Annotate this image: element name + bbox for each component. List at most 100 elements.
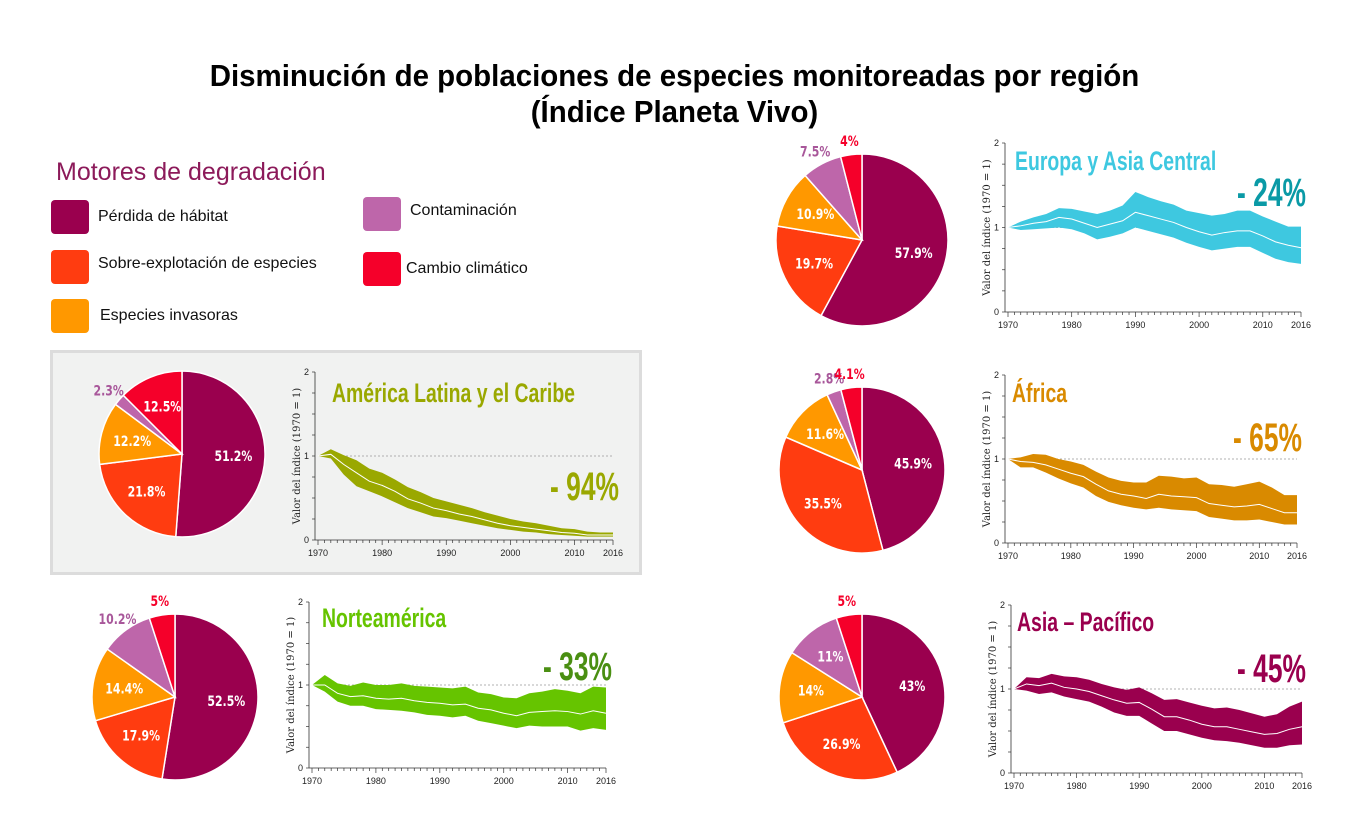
x-tick-label: 1980	[372, 548, 392, 558]
y-tick-label: 0	[1000, 768, 1005, 778]
pie-label: 57.9%	[895, 245, 933, 262]
legend-label: Sobre-explotación de especies	[98, 255, 317, 272]
pie-label: 43%	[899, 677, 925, 694]
pie-slice	[122, 370, 183, 456]
pie-label: 2.8%	[814, 370, 845, 387]
legend-label: Cambio climático	[406, 260, 528, 277]
pie-label: 17.9%	[122, 727, 160, 744]
x-tick-label: 1980	[1061, 551, 1081, 561]
y-tick-label: 1	[994, 223, 999, 233]
y-tick-label: 2	[298, 597, 303, 607]
x-tick-label: 1990	[436, 548, 456, 558]
x-tick-label: 2016	[1292, 781, 1312, 791]
y-tick-label: 1	[304, 451, 309, 461]
pie-label: 12.5%	[143, 398, 181, 415]
mean-line	[312, 684, 607, 717]
legend-item-invasoras: Especies invasoras	[51, 299, 238, 333]
y-axis-label: Valor del índice (1970 = 1)	[292, 388, 303, 526]
confidence-band	[1008, 192, 1301, 264]
x-tick-label: 2016	[1291, 320, 1311, 330]
x-tick-label: 2000	[494, 776, 514, 786]
pie-label: 45.9%	[894, 455, 932, 472]
legend-label: Contaminación	[410, 202, 517, 219]
confidence-band	[312, 675, 606, 731]
pie-label: 12.2%	[113, 433, 151, 450]
pie-slice	[820, 153, 949, 327]
pie-slice	[861, 613, 946, 774]
mean-line	[1013, 682, 1303, 735]
change-value: - 94%	[550, 465, 619, 510]
x-tick-label: 2016	[1287, 551, 1307, 561]
mean-line	[317, 453, 613, 536]
y-axis-label: Valor del índice (1970 = 1)	[286, 617, 297, 755]
region-title: Europa y Asia Central	[1015, 146, 1216, 176]
x-tick-label: 2000	[1186, 551, 1206, 561]
y-axis-label: Valor del índice (1970 = 1)	[982, 391, 993, 529]
pie-slice	[98, 403, 184, 466]
y-tick-label: 2	[994, 138, 999, 148]
region-title: África	[1012, 377, 1068, 408]
legend-swatch	[51, 299, 89, 333]
change-value: - 45%	[1237, 647, 1306, 692]
pie-label: 4.1%	[834, 365, 865, 382]
x-tick-label: 2010	[565, 548, 585, 558]
x-tick-label: 2000	[1192, 781, 1212, 791]
x-tick-label: 2010	[1253, 320, 1273, 330]
pie-label: 5%	[151, 593, 170, 610]
y-tick-label: 0	[994, 538, 999, 548]
legend-swatch	[51, 200, 89, 234]
pie-slice	[861, 386, 946, 552]
mean-line	[1007, 458, 1297, 514]
pie-chart: 52.5% 17.9% 14.4% 10.2% 5%	[91, 593, 259, 781]
x-tick-label: 1970	[308, 548, 328, 558]
confidence-band	[318, 449, 613, 537]
pie-slice	[161, 613, 259, 781]
pie-slice	[778, 651, 864, 724]
legend-label: Pérdida de hábitat	[98, 208, 228, 225]
y-tick-label: 2	[994, 370, 999, 380]
page-title: Disminución de poblaciones de especies m…	[209, 58, 1140, 93]
pie-label: 52.5%	[207, 693, 245, 710]
y-tick-label: 1	[298, 680, 303, 690]
y-tick-label: 2	[304, 367, 309, 377]
pie-slice	[94, 695, 176, 780]
x-tick-label: 1990	[430, 776, 450, 786]
pie-slice	[839, 153, 863, 241]
y-tick-label: 0	[298, 763, 303, 773]
x-tick-label: 2016	[603, 548, 623, 558]
mean-line	[1007, 211, 1302, 249]
change-value: - 33%	[543, 645, 612, 690]
legend-item-cambio-climatico: Cambio climático	[363, 252, 528, 286]
pie-label: 10.9%	[796, 206, 834, 223]
pie-chart: 45.9% 35.5% 11.6% 2.8%4.1%	[778, 365, 946, 554]
pie-label: 10.2%	[99, 611, 137, 628]
x-tick-label: 1980	[1062, 320, 1082, 330]
pie-slice	[98, 453, 183, 538]
y-tick-label: 1	[994, 454, 999, 464]
pie-label: 14.4%	[105, 680, 143, 697]
pie-slice	[91, 648, 177, 722]
pie-slice	[782, 696, 899, 781]
pie-label: 2.3%	[93, 382, 124, 399]
x-tick-label: 1970	[302, 776, 322, 786]
legend-title: Motores de degradación	[56, 158, 326, 186]
x-tick-label: 1990	[1125, 320, 1145, 330]
pie-label: 26.9%	[823, 736, 861, 753]
pie-slice	[775, 225, 864, 317]
legend-label: Especies invasoras	[100, 307, 238, 324]
y-axis-label: Valor del índice (1970 = 1)	[982, 159, 993, 297]
change-value: - 65%	[1233, 416, 1302, 461]
x-tick-label: 1970	[998, 551, 1018, 561]
x-tick-label: 2010	[558, 776, 578, 786]
x-tick-label: 2010	[1254, 781, 1274, 791]
x-tick-label: 2000	[1189, 320, 1209, 330]
x-tick-label: 2010	[1249, 551, 1269, 561]
pie-chart: 43% 26.9% 14% 11% 5%	[778, 593, 946, 781]
pie-label: 7.5%	[800, 143, 831, 160]
